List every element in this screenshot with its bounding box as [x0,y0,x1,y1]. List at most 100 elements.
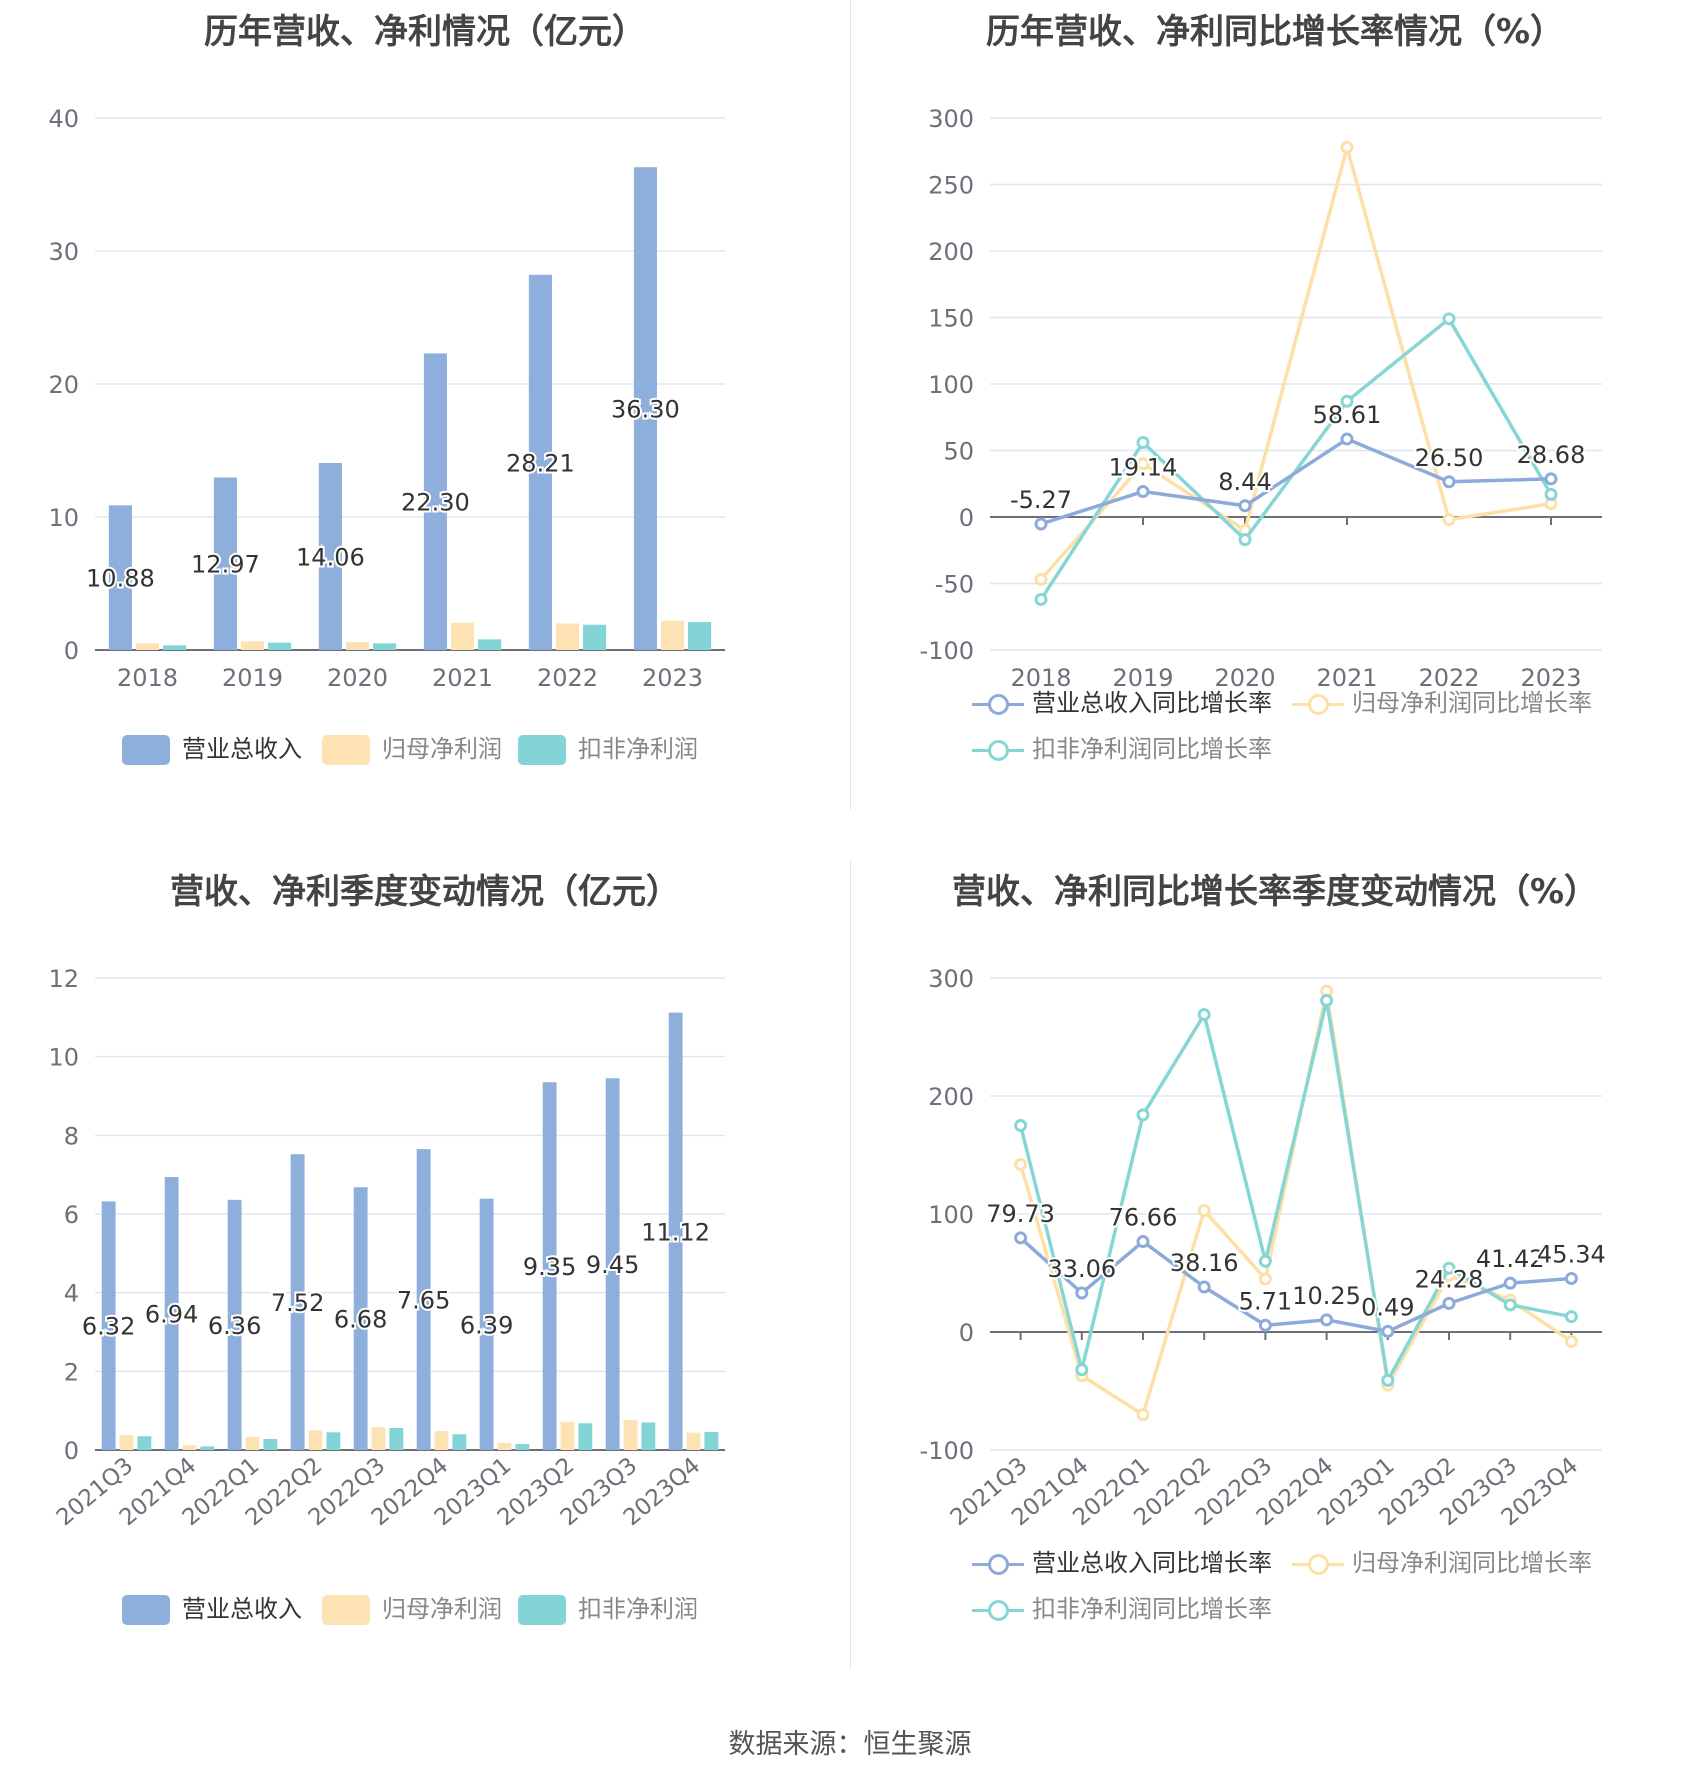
legend-label: 归母净利润同比增长率 [1352,1549,1592,1577]
bar-deducted-profit [583,624,607,650]
bar-deducted-profit [688,622,712,650]
deducted-profit-growth-point [1034,592,1048,606]
legend-label: 扣非净利润同比增长率 [1032,1595,1272,1623]
data-label: 6.36 [208,1312,261,1340]
y-tick-label: 6 [64,1201,79,1229]
legend-deducted-profit[interactable]: 扣非净利润 [518,732,698,766]
revenue-growth-line [1040,437,1552,526]
deducted-profit-growth-line [1018,998,1572,1383]
data-label: 5.71 [1239,1287,1292,1315]
revenue-growth-point [1014,1231,1028,1245]
y-tick-label: 200 [928,238,974,266]
revenue-growth-point [1197,1280,1211,1294]
x-tick-label: 2021 [432,664,493,692]
data-label: 58.61 [1313,401,1382,429]
bar-net-profit [686,1432,701,1450]
legend-label: 扣非净利润 [578,1595,698,1623]
y-tick-label: 100 [928,1201,974,1229]
legend-deducted-profit[interactable]: 扣非净利润 [518,1592,698,1626]
chart-title: 历年营收、净利情况（亿元） [204,12,646,52]
bar-net-profit [308,1430,323,1450]
legend-swatch-icon [122,1595,170,1625]
x-tick-label: 2023 [1520,664,1581,692]
y-tick-label: -100 [920,637,974,665]
y-tick-label: 300 [928,965,974,993]
x-tick-label: 2021 [1316,664,1377,692]
legend-deducted-profit[interactable]: 扣非净利润同比增长率 [972,732,1272,766]
data-label: 76.66 [1109,1204,1178,1232]
legend-net-profit[interactable]: 归母净利润 [322,1592,502,1626]
revenue-growth-point [1136,1235,1150,1249]
revenue-growth-point [1340,432,1354,446]
net-profit-growth-point [1136,457,1150,471]
y-tick-label: 250 [928,172,974,200]
bar-revenue [605,1078,620,1450]
annual-growth-chart: -100 -50 0 50 100 150 200 250 300 2018 2019 2020 202… [920,105,1602,692]
data-label: 41.42 [1476,1245,1545,1273]
quarterly-values-panel: 营收、净利季度变动情况（亿元） 0 2 4 6 8 10 12 2021Q3 2021Q4 202… [0,860,850,1690]
bar-deducted-profit [515,1444,530,1450]
net-profit-growth-point [1564,1334,1578,1348]
bar-net-profit [660,620,685,650]
data-label: 8.44 [1218,468,1271,496]
legend-revenue[interactable]: 营业总收入 [122,1592,302,1626]
revenue-growth-point [1442,1296,1456,1310]
x-tick-label: 2018 [1010,664,1071,692]
y-tick-label: 150 [928,305,974,333]
deducted-profit-growth-point [1258,1254,1272,1268]
bar-revenue [318,463,342,650]
legend-label: 归母净利润 [382,1595,502,1623]
y-tick-label: 0 [959,1319,974,1347]
bar-revenue [213,477,237,650]
legend-net-profit[interactable]: 归母净利润 [322,732,502,766]
revenue-growth-line [1019,1236,1572,1334]
chart-title: 营收、净利季度变动情况（亿元） [170,872,680,912]
x-tick-label: 2019 [1112,664,1173,692]
bar-net-profit [240,641,265,650]
y-tick-label: 10 [48,504,79,532]
quarterly-growth-panel: 营收、净利同比增长率季度变动情况（%） -100 0 100 200 300 2021Q3… [850,860,1700,1690]
bar-deducted-profit [389,1427,404,1450]
revenue-growth-point [1034,517,1048,531]
data-label: 6.39 [460,1311,513,1339]
y-tick-label: 20 [48,371,79,399]
revenue-growth-point [1320,1313,1334,1327]
legend-revenue[interactable]: 营业总收入同比增长率 [972,1546,1272,1580]
legend-net-profit[interactable]: 归母净利润同比增长率 [1292,686,1592,720]
x-tick-label: 2020 [1214,664,1275,692]
data-label: 79.73 [986,1200,1055,1228]
data-label: 10.88 [86,565,155,593]
bar-net-profit [497,1442,512,1450]
bar-revenue [423,353,447,650]
net-profit-growth-point [1442,513,1456,527]
data-label: 26.50 [1415,444,1484,472]
revenue-growth-point [1503,1276,1517,1290]
data-label: 24.28 [1415,1265,1484,1293]
legend-revenue[interactable]: 营业总收入 [122,732,302,766]
bar-deducted-profit [373,643,397,650]
deducted-profit-growth-point [1564,1310,1578,1324]
revenue-growth-point [1442,475,1456,489]
quarterly-values-chart: 0246810122021Q32021Q42022Q12022Q22022Q32… [48,965,725,1531]
revenue-growth-point [1075,1286,1089,1300]
chart-title: 营收、净利同比增长率季度变动情况（%） [951,872,1599,912]
net-profit-growth-point [1197,1203,1211,1217]
data-label: 6.32 [82,1313,135,1341]
legend-revenue[interactable]: 营业总收入同比增长率 [972,686,1272,720]
vertical-divider [850,860,851,1670]
data-label: 38.16 [1170,1249,1239,1277]
bar-revenue [668,1012,683,1450]
net-profit-growth-point [1136,1408,1150,1422]
legend-swatch-icon [322,1595,370,1625]
y-tick-label: 12 [48,965,79,993]
bar-deducted-profit [200,1446,215,1450]
legend-label: 归母净利润同比增长率 [1352,689,1592,717]
x-tick-label: 2022 [1418,664,1479,692]
bar-deducted-profit [163,645,187,650]
legend-deducted-profit[interactable]: 扣非净利润同比增长率 [972,1592,1272,1626]
y-tick-label: 30 [48,238,79,266]
y-tick-label: 200 [928,1083,974,1111]
legend-label: 扣非净利润同比增长率 [1032,735,1272,763]
bar-revenue [101,1201,116,1450]
legend-net-profit[interactable]: 归母净利润同比增长率 [1292,1546,1592,1580]
